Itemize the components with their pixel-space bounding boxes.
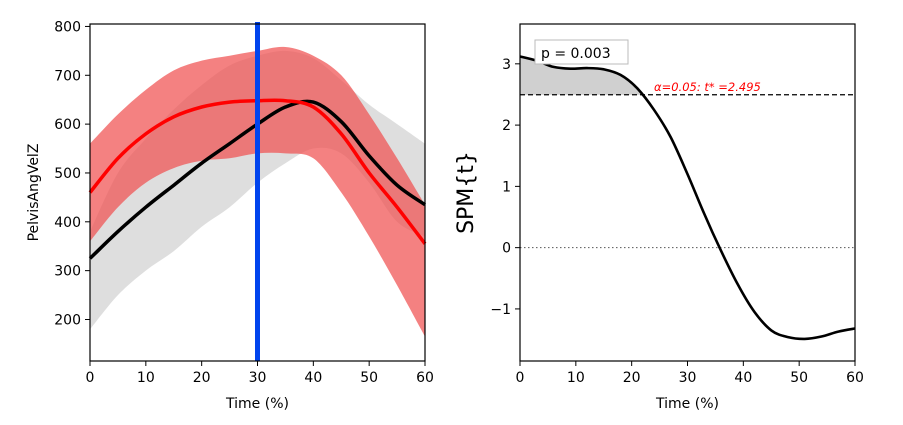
spm-curve <box>519 55 856 341</box>
y-tick-label: −1 <box>490 302 511 318</box>
suprathreshold-region <box>520 56 645 95</box>
y-tick-label: 1 <box>502 179 511 195</box>
y-tick-label: 500 <box>54 166 81 182</box>
x-tick-label: 50 <box>360 370 378 386</box>
y-tick-label: 600 <box>54 117 81 133</box>
plot-area: α=0.05: t* =2.495 p = 0.003 <box>519 39 856 341</box>
y-axis-label: PelvisAngVelZ <box>26 144 42 242</box>
x-tick-label: 50 <box>790 370 808 386</box>
x-tick-label: 30 <box>249 370 267 386</box>
threshold-label: α=0.05: t* =2.495 <box>654 80 761 94</box>
x-tick-label: 0 <box>86 370 95 386</box>
x-axis-label: Time (%) <box>655 396 719 412</box>
y-tick-label: 200 <box>54 312 81 328</box>
x-axis-label: Time (%) <box>225 396 289 412</box>
x-tick-label: 0 <box>516 370 525 386</box>
y-tick-label: 700 <box>54 68 81 84</box>
x-tick-label: 10 <box>137 370 155 386</box>
y-tick-label: 2 <box>502 118 511 134</box>
plot-area <box>88 22 427 361</box>
x-tick-label: 20 <box>193 370 211 386</box>
chart-panel-1: 0 10 20 30 40 50 60 200 300 400 500 600 700 800 Time (… <box>26 19 434 412</box>
y-axis-label: SPM{t} <box>454 151 479 234</box>
y-tick-label: 3 <box>502 57 511 73</box>
y-tick-label: 300 <box>54 264 81 280</box>
x-tick-label: 40 <box>304 370 322 386</box>
x-tick-label: 40 <box>734 370 752 386</box>
x-tick-label: 20 <box>623 370 641 386</box>
x-tick-label: 10 <box>567 370 585 386</box>
p-value-box <box>534 39 629 65</box>
p-value-annotation: p = 0.003 <box>541 46 611 62</box>
x-tick-label: 60 <box>846 370 864 386</box>
y-tick-label: 0 <box>502 241 511 257</box>
y-tick-label: 400 <box>54 215 81 231</box>
y-tick-label: 800 <box>54 19 81 35</box>
x-tick-label: 60 <box>416 370 434 386</box>
x-tick-label: 30 <box>679 370 697 386</box>
